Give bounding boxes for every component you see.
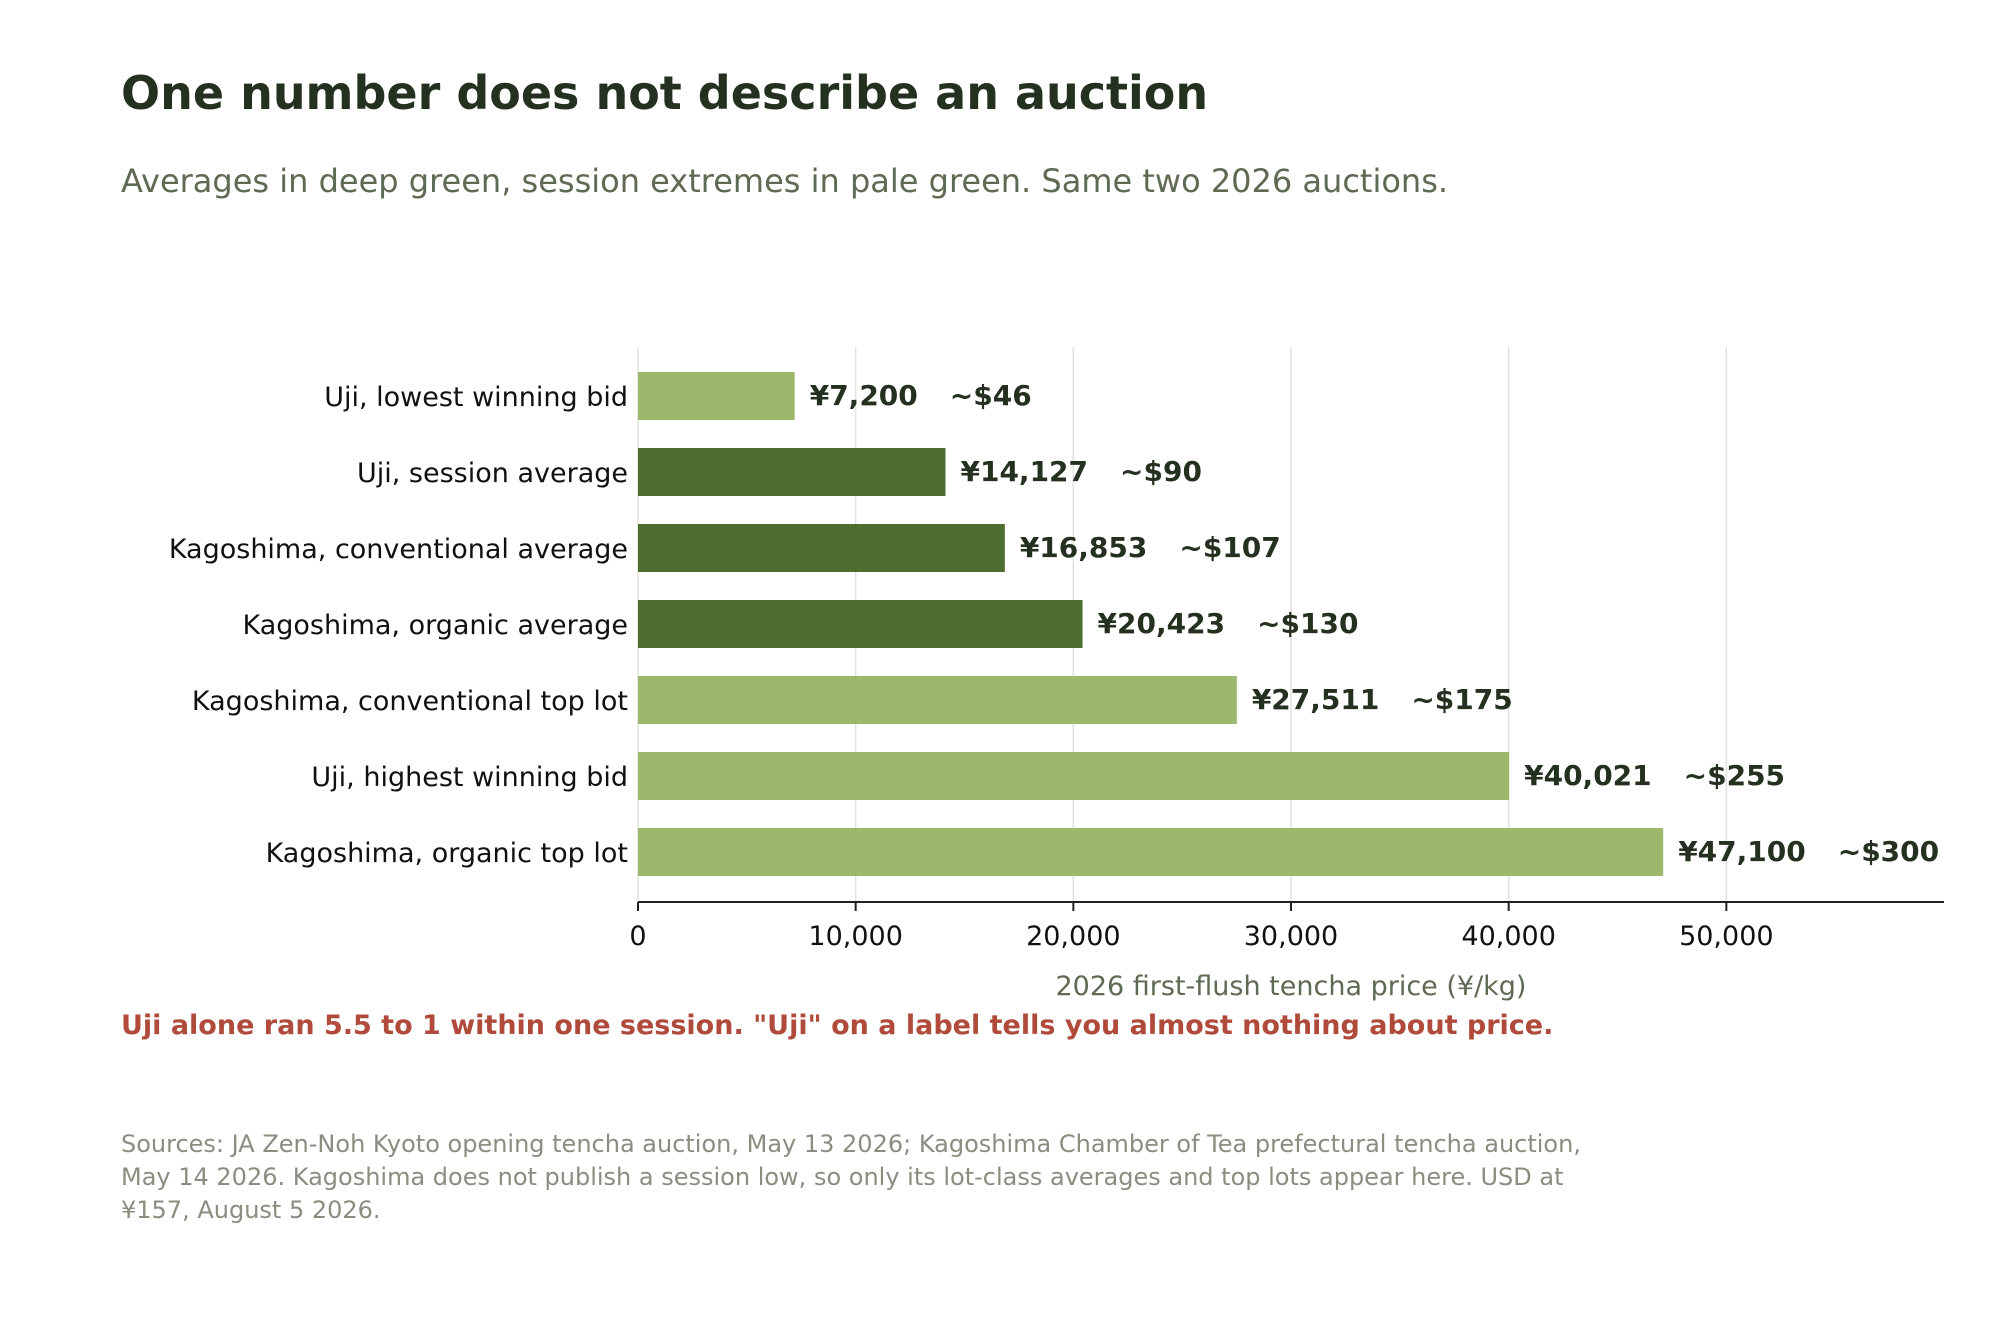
chart-title: One number does not describe an auction bbox=[121, 66, 1209, 120]
labels: Uji, lowest winning bid ¥7,200 ~$46 Uji, se… bbox=[169, 379, 1939, 869]
usd-label: ~$255 bbox=[1684, 759, 1785, 792]
value-label: ¥27,511 bbox=[1252, 683, 1380, 716]
category-label: Kagoshima, conventional average bbox=[169, 534, 628, 565]
x-tick-label: 20,000 bbox=[1026, 921, 1120, 952]
bar bbox=[638, 828, 1664, 876]
x-ticks: 0 10,000 20,000 30,000 40,000 50,000 bbox=[629, 902, 1774, 952]
value-label: ¥14,127 bbox=[960, 455, 1088, 488]
value-label: ¥16,853 bbox=[1020, 531, 1148, 564]
bar bbox=[638, 372, 795, 420]
category-label: Kagoshima, conventional top lot bbox=[192, 686, 628, 717]
usd-label: ~$90 bbox=[1120, 455, 1202, 488]
x-tick-label: 30,000 bbox=[1244, 921, 1338, 952]
x-tick-label: 0 bbox=[629, 921, 646, 952]
bars bbox=[638, 372, 1664, 876]
usd-label: ~$107 bbox=[1179, 531, 1280, 564]
bar bbox=[638, 448, 946, 496]
value-label: ¥47,100 bbox=[1678, 835, 1806, 868]
category-label: Uji, lowest winning bid bbox=[324, 382, 628, 413]
x-tick-label: 40,000 bbox=[1461, 921, 1555, 952]
bar bbox=[638, 752, 1510, 800]
x-axis-label: 2026 first-flush tencha price (¥/kg) bbox=[1056, 971, 1527, 1002]
bar bbox=[638, 600, 1083, 648]
sources-note: Sources: JA Zen-Noh Kyoto opening tencha… bbox=[121, 1130, 1581, 1224]
usd-label: ~$175 bbox=[1411, 683, 1512, 716]
category-label: Kagoshima, organic top lot bbox=[266, 838, 628, 869]
chart-subtitle: Averages in deep green, session extremes… bbox=[121, 162, 1449, 200]
x-tick-label: 50,000 bbox=[1679, 921, 1773, 952]
bar-chart: Uji, lowest winning bid ¥7,200 ~$46 Uji, se… bbox=[169, 347, 1944, 1002]
bar bbox=[638, 676, 1237, 724]
category-label: Uji, highest winning bid bbox=[311, 762, 628, 793]
bar bbox=[638, 524, 1005, 572]
callout-note: Uji alone ran 5.5 to 1 within one sessio… bbox=[121, 1010, 1554, 1041]
value-label: ¥7,200 bbox=[810, 379, 918, 412]
category-label: Kagoshima, organic average bbox=[242, 610, 628, 641]
usd-label: ~$46 bbox=[950, 379, 1032, 412]
value-label: ¥40,021 bbox=[1524, 759, 1652, 792]
usd-label: ~$130 bbox=[1257, 607, 1358, 640]
category-label: Uji, session average bbox=[357, 458, 628, 489]
usd-label: ~$300 bbox=[1838, 835, 1939, 868]
x-tick-label: 10,000 bbox=[808, 921, 902, 952]
value-label: ¥20,423 bbox=[1098, 607, 1226, 640]
